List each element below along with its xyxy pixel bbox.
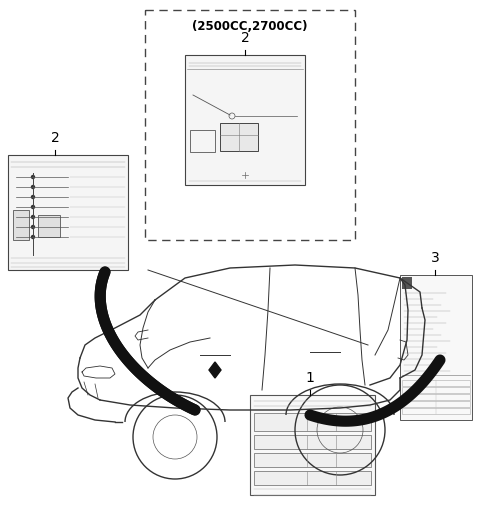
Circle shape	[32, 206, 35, 208]
Text: 2: 2	[240, 31, 250, 45]
Bar	[254, 413, 371, 431]
Circle shape	[32, 196, 35, 199]
Bar	[402, 380, 470, 386]
Bar	[402, 387, 470, 393]
Text: 3: 3	[431, 251, 439, 265]
Text: 2: 2	[50, 131, 60, 145]
Bar	[145, 10, 355, 240]
Bar	[220, 123, 258, 151]
Circle shape	[32, 225, 35, 228]
Bar	[402, 401, 470, 407]
Bar	[402, 277, 412, 289]
Bar	[250, 395, 375, 495]
Bar	[254, 435, 371, 449]
Text: (2500CC,2700CC): (2500CC,2700CC)	[192, 20, 308, 32]
Text: 1: 1	[306, 371, 314, 385]
Polygon shape	[209, 362, 221, 378]
Circle shape	[32, 216, 35, 218]
Bar	[190, 130, 215, 152]
Bar	[185, 55, 305, 185]
Circle shape	[32, 186, 35, 189]
Bar	[38, 215, 60, 237]
Bar	[254, 453, 371, 467]
Bar	[8, 155, 128, 270]
Bar	[400, 275, 472, 420]
Circle shape	[32, 235, 35, 238]
Bar	[402, 408, 470, 414]
Bar	[254, 471, 371, 485]
Circle shape	[32, 175, 35, 179]
Bar	[13, 210, 29, 240]
Bar	[402, 394, 470, 400]
